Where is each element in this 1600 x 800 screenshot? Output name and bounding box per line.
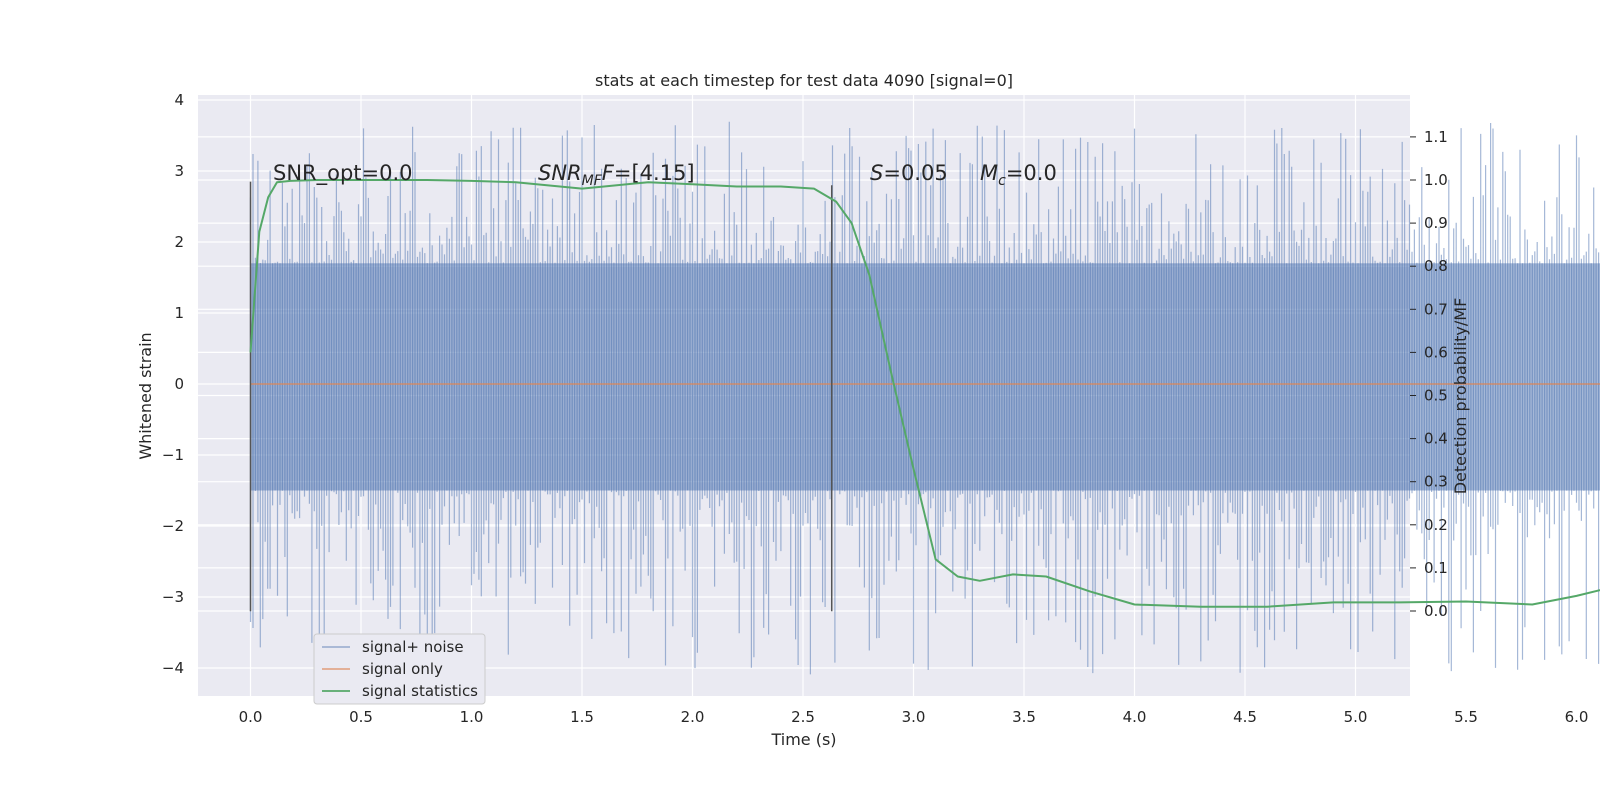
right-y-tick-label: 1.1: [1424, 128, 1448, 146]
signal-statistics-series: [249, 179, 1600, 608]
y-tick-labels: −4 −3 −2 −1 0 1 2 3 4: [162, 91, 184, 677]
mc-subscript: c: [998, 173, 1006, 189]
legend-label-noise: signal+ noise: [362, 638, 464, 656]
x-axis-label: Time (s): [770, 730, 836, 749]
x-tick-label: 5.0: [1344, 708, 1368, 726]
legend-label-statistics: signal statistics: [362, 682, 478, 700]
statistics-line: [249, 179, 1600, 608]
right-y-tick-label: 0.9: [1424, 214, 1448, 232]
legend-label-signal-only: signal only: [362, 660, 443, 678]
x-tick-label: 6.0: [1565, 708, 1589, 726]
right-y-tick-label: 0.3: [1424, 473, 1448, 491]
x-tick-label: 3.5: [1012, 708, 1036, 726]
x-tick-label: 0.0: [239, 708, 263, 726]
mc-annotation: Mc=0.0: [980, 161, 1057, 189]
y-tick-label: 1: [174, 304, 184, 322]
right-y-tick-labels: 0.0 0.1 0.2 0.3 0.4 0.5 0.6 0.7 0.8 0.9 1.0 1.1: [1410, 128, 1448, 620]
x-tick-labels: 0.00.51.01.52.02.53.03.54.04.55.05.56.06…: [239, 708, 1589, 726]
y-axis-label: Whitened strain: [136, 332, 155, 459]
x-tick-label: 5.5: [1454, 708, 1478, 726]
x-tick-label: 4.0: [1123, 708, 1147, 726]
y-tick-label: −2: [162, 517, 184, 535]
y-tick-label: −4: [162, 659, 184, 677]
chart-title: stats at each timestep for test data 409…: [595, 71, 1013, 90]
x-tick-label: 3.0: [902, 708, 926, 726]
snr-mf-f: F: [602, 161, 615, 185]
x-tick-label: 1.0: [460, 708, 484, 726]
snr-mf-main: SNR: [538, 161, 582, 185]
s-value: =0.05: [883, 161, 947, 185]
x-tick-label: 4.5: [1233, 708, 1257, 726]
snr-mf-value: =[4.15]: [614, 161, 695, 185]
y-tick-label: 4: [174, 91, 184, 109]
s-main: S: [870, 161, 883, 185]
snr-mf-subscript: MF: [582, 173, 603, 189]
right-y-tick-label: 0.5: [1424, 387, 1448, 405]
right-y-tick-label: 0.4: [1424, 430, 1448, 448]
right-y-tick-label: 0.2: [1424, 516, 1448, 534]
y-tick-label: −1: [162, 446, 184, 464]
right-y-tick-label: 0.7: [1424, 300, 1448, 318]
legend-box: [313, 633, 486, 705]
y-tick-label: 3: [174, 162, 184, 180]
s-annotation: S=0.05: [870, 161, 948, 185]
y-tick-label: 2: [174, 233, 184, 251]
snr-mf-annotation: SNRMFF=[4.15]: [538, 161, 695, 189]
right-y-tick-label: 0.1: [1424, 559, 1448, 577]
x-tick-label: 2.0: [681, 708, 705, 726]
right-y-tick-label: 1.0: [1424, 171, 1448, 189]
x-tick-label: 0.5: [349, 708, 373, 726]
signal-noise-series: [249, 121, 1600, 675]
snr-opt-annotation: SNR_opt=0.0: [273, 161, 413, 186]
legend: signal+ noise signal only signal statist…: [313, 633, 486, 705]
y-tick-label: −3: [162, 588, 184, 606]
right-y-tick-label: 0.8: [1424, 257, 1448, 275]
right-y-tick-label: 0.6: [1424, 343, 1448, 361]
x-tick-label: 2.5: [791, 708, 815, 726]
right-y-tick-label: 0.0: [1424, 602, 1448, 620]
mc-value: =0.0: [1006, 161, 1057, 185]
marker-lines: [249, 181, 833, 612]
y-tick-label: 0: [174, 375, 184, 393]
x-tick-label: 1.5: [570, 708, 594, 726]
mc-main: M: [980, 161, 998, 185]
right-y-axis-label: Detection probability/MF: [1451, 298, 1470, 495]
